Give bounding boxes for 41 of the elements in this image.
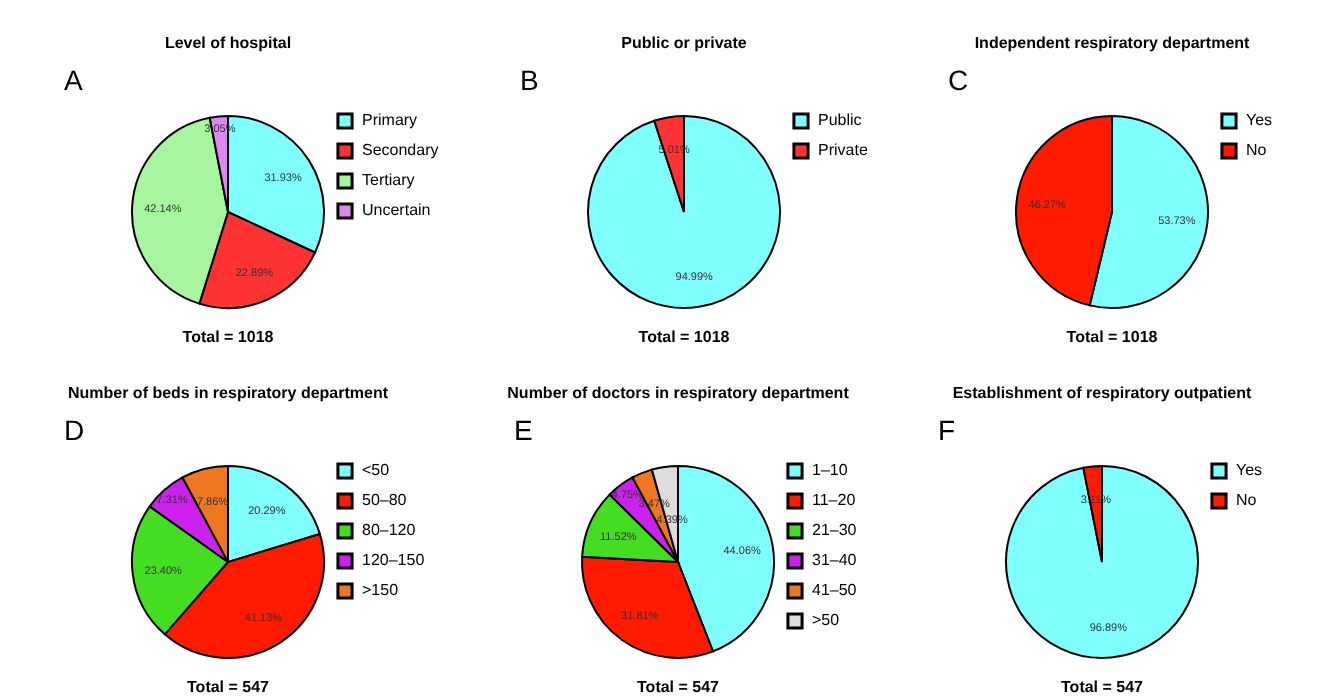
chart-title: Public or private [621,34,748,52]
legend-label: Secondary [362,141,439,159]
text: A [64,64,84,96]
legend-label: >150 [362,581,400,599]
legend-label: 41–50 [812,581,858,599]
text: Total = 1018 [638,328,731,346]
text: C [948,64,969,96]
legend-label: Yes [1236,461,1263,479]
text: F [938,414,956,446]
chart-title: Establishment of respiratory outpatient [952,384,1253,402]
text: Total = 547 [637,678,721,696]
legend-label: No [1236,491,1258,509]
text: B [520,64,539,96]
pie-slice [1005,465,1199,659]
legend-label: 1–10 [812,461,849,479]
legend-label: Yes [1246,111,1273,129]
legend-label: Public [818,111,862,129]
legend-label: 31–40 [812,551,858,569]
legend-label: Private [818,141,869,159]
text: D [64,414,85,446]
chart-title: Independent respiratory department [974,34,1251,52]
legend-label: >50 [812,611,841,629]
chart-title: Level of hospital [164,34,292,52]
legend-label: 50–80 [362,491,408,509]
legend-label: 120–150 [362,551,426,569]
legend-label: <50 [362,461,391,479]
legend-label: Uncertain [362,201,431,219]
text: E [514,414,533,446]
legend-label: 11–20 [812,491,857,509]
legend-label: Tertiary [362,171,415,189]
chart-title: Number of beds in respiratory department [67,384,389,402]
text: Total = 547 [1061,678,1145,696]
chart-title: Number of doctors in respiratory department [507,384,850,402]
legend-label: 21–30 [812,521,858,539]
text: Total = 1018 [1066,328,1159,346]
text: Total = 547 [187,678,271,696]
text: Total = 1018 [182,328,275,346]
pie-slice [587,115,781,309]
legend-label: Primary [362,111,418,129]
legend-label: 80–120 [362,521,417,539]
legend-label: No [1246,141,1268,159]
